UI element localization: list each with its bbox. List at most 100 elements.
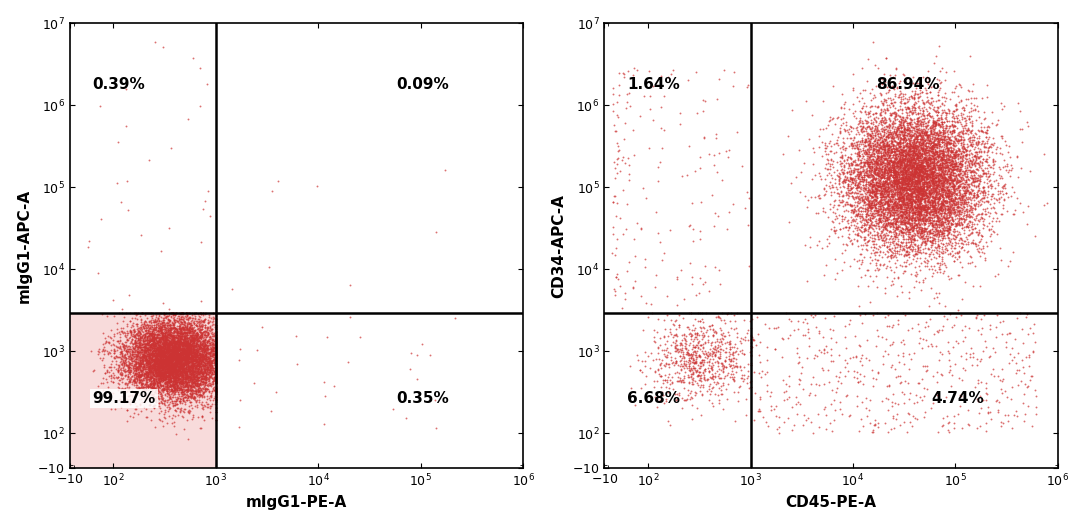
Point — [845, 141, 862, 150]
Point — [147, 341, 164, 349]
Point — [165, 355, 182, 364]
Point — [195, 338, 213, 347]
Point — [151, 342, 168, 350]
Point — [965, 189, 983, 197]
Point — [937, 94, 955, 102]
Point — [191, 379, 209, 388]
Point — [147, 334, 164, 343]
Point — [939, 171, 957, 180]
Point — [166, 367, 184, 375]
Point — [899, 143, 917, 151]
Point — [919, 146, 936, 154]
Point — [904, 160, 921, 169]
Point — [207, 335, 225, 343]
Point — [207, 324, 225, 333]
Point — [123, 321, 140, 329]
Point — [935, 169, 952, 177]
Point — [850, 130, 868, 139]
Point — [144, 366, 162, 375]
Point — [961, 213, 978, 221]
Point — [164, 354, 181, 362]
Point — [888, 144, 906, 152]
Point — [147, 368, 164, 377]
Point — [885, 158, 902, 167]
Point — [972, 147, 989, 155]
Point — [131, 375, 149, 383]
Point — [899, 122, 917, 131]
Point — [868, 189, 885, 197]
Point — [172, 363, 189, 371]
Point — [931, 181, 948, 189]
Point — [128, 338, 146, 346]
Point — [168, 337, 186, 345]
Point — [874, 157, 892, 165]
Point — [911, 163, 929, 172]
Point — [672, 345, 690, 354]
Point — [913, 146, 931, 154]
Point — [672, 359, 690, 368]
Point — [189, 401, 206, 409]
Point — [207, 378, 225, 386]
Point — [135, 386, 152, 395]
Point — [165, 320, 182, 329]
Point — [999, 411, 1016, 419]
Point — [861, 202, 879, 211]
Point — [935, 249, 952, 257]
Point — [925, 207, 943, 215]
Point — [685, 359, 703, 367]
Point — [967, 216, 984, 224]
Point — [173, 350, 190, 358]
Point — [947, 177, 964, 185]
Point — [927, 170, 945, 179]
Point — [168, 380, 186, 388]
Point — [904, 214, 921, 222]
Point — [908, 247, 925, 256]
Point — [956, 143, 973, 152]
Point — [169, 354, 187, 363]
Point — [929, 157, 946, 165]
Point — [178, 347, 195, 355]
Point — [207, 388, 225, 397]
Point — [162, 380, 179, 389]
Point — [163, 346, 180, 355]
Point — [883, 137, 900, 145]
Point — [896, 162, 913, 171]
Point — [163, 357, 180, 365]
Point — [204, 346, 222, 355]
Point — [185, 372, 202, 380]
Point — [917, 216, 934, 224]
Point — [913, 140, 931, 149]
Point — [186, 350, 203, 358]
Point — [165, 365, 182, 374]
Point — [896, 183, 913, 192]
Point — [102, 341, 119, 349]
Point — [847, 198, 864, 206]
Point — [122, 333, 139, 341]
Point — [926, 140, 944, 148]
Point — [911, 190, 929, 198]
Point — [670, 320, 687, 329]
Point — [954, 157, 971, 165]
Point — [906, 250, 923, 259]
Point — [940, 165, 958, 173]
Point — [893, 167, 910, 175]
Point — [175, 397, 192, 405]
Point — [858, 336, 875, 344]
Point — [173, 377, 190, 386]
Point — [908, 161, 925, 169]
Point — [189, 379, 206, 388]
Point — [874, 352, 892, 360]
Point — [936, 197, 954, 206]
Point — [182, 353, 200, 361]
Point — [832, 153, 849, 162]
Point — [861, 162, 879, 170]
Point — [166, 363, 184, 372]
Point — [171, 341, 188, 350]
Point — [913, 152, 931, 161]
Point — [891, 122, 908, 130]
Point — [849, 164, 867, 173]
Point — [895, 71, 912, 79]
Point — [867, 93, 884, 101]
Point — [207, 336, 225, 345]
Point — [944, 163, 961, 171]
